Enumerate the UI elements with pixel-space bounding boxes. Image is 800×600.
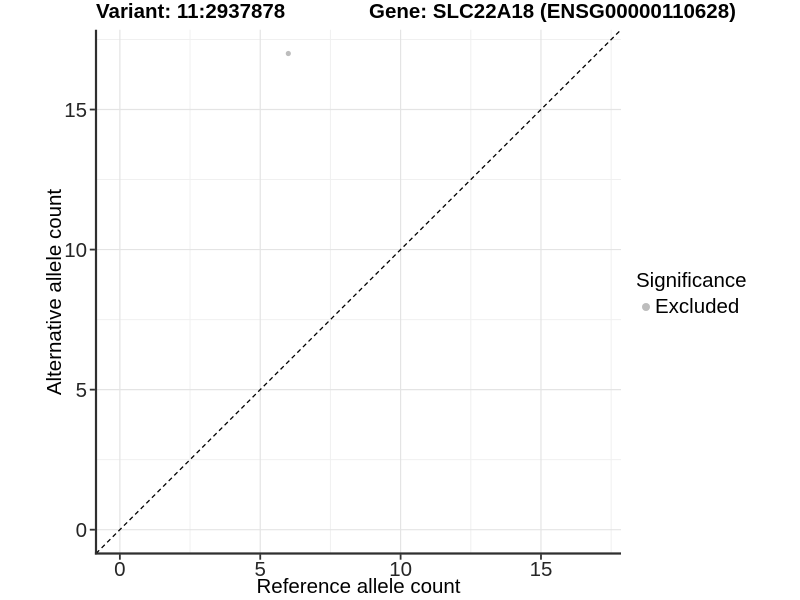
x-tick-label: 0 [114,558,125,581]
y-axis-title: Alternative allele count [42,188,66,396]
identity-reference-line [95,29,622,554]
y-tick-label: 0 [76,519,87,542]
legend-item-label: Excluded [655,294,740,318]
legend-title: Significance [636,269,747,292]
y-tick-label: 10 [64,239,87,262]
plot-title-gene: Gene: SLC22A18 (ENSG00000110628) [369,0,736,23]
legend: Significance Excluded [636,269,747,318]
x-tick-label: 5 [255,558,266,581]
x-tick-label: 15 [530,558,553,581]
x-axis-title: Reference allele count [256,575,461,598]
y-tick-label: 15 [64,99,87,122]
data-point [285,50,291,57]
legend-item: Excluded [636,294,747,318]
plot-title-variant: Variant: 11:2937878 [96,0,286,23]
y-tick-label: 5 [76,379,87,402]
x-tick-label: 10 [389,558,412,581]
point-marker-icon [642,302,650,311]
